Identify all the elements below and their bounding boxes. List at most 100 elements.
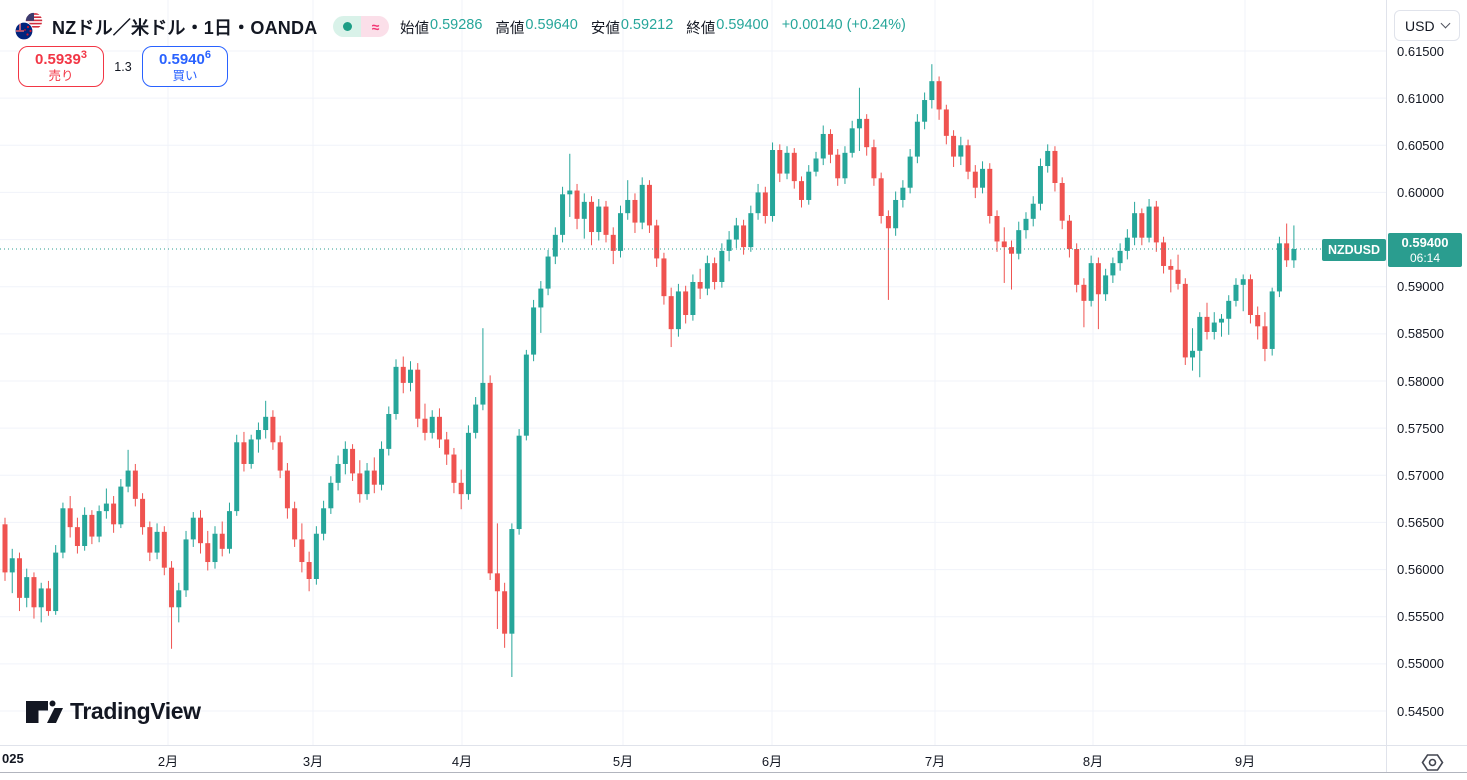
candle-body [400, 366, 406, 383]
market-open-dot-icon [342, 22, 352, 31]
candle-body [639, 184, 645, 223]
candle-body [9, 558, 15, 573]
candle-body [625, 199, 631, 214]
candle-body [1074, 249, 1080, 285]
candle-body [74, 527, 80, 546]
candle-body [581, 201, 587, 219]
bottom-border [0, 772, 1467, 773]
candle-body [1204, 316, 1210, 332]
high-value: 0.59640 [525, 17, 578, 33]
month-tick-label: 3月 [302, 754, 324, 769]
candle-body [277, 442, 283, 471]
candle-body [1255, 315, 1261, 327]
change-value: +0.00140 (+0.24%) [781, 17, 906, 33]
symbol-title[interactable]: NZドル／米ドル・1日・OANDA [52, 17, 318, 38]
candle-body [1153, 206, 1159, 243]
candle-body [842, 152, 848, 179]
candle-body [263, 416, 269, 431]
candle-body [661, 258, 667, 297]
candle-body [755, 192, 761, 214]
candle-body [1103, 275, 1109, 295]
candle-body [1110, 263, 1116, 276]
candle-body [1240, 279, 1246, 285]
candle-body [1262, 326, 1268, 349]
candle-body [531, 307, 537, 355]
candle-body [856, 118, 862, 129]
candle-body [270, 416, 276, 443]
currency-selector[interactable]: USD [1394, 10, 1460, 41]
price-tick-label: 0.54500 [1397, 703, 1444, 719]
candle-body [429, 416, 435, 433]
candle-body [596, 206, 602, 233]
candle-body [675, 291, 681, 330]
candle-body [161, 531, 167, 568]
candle-body [494, 573, 500, 592]
candle-body [646, 184, 652, 226]
high-label: 高値 [495, 21, 525, 37]
nzdusd-flag-icon [14, 12, 43, 41]
candle-body [1095, 263, 1101, 295]
candle-body [31, 577, 37, 608]
spread-value: 1.3 [114, 59, 132, 74]
candle-body [335, 463, 341, 483]
open-value: 0.59286 [430, 17, 483, 33]
price-tick-label: 0.61000 [1397, 90, 1444, 106]
candle-body [45, 588, 51, 612]
candle-body [610, 234, 616, 251]
hexagon-settings-button[interactable] [1420, 752, 1445, 773]
candle-body [328, 482, 334, 509]
candle-body [1030, 203, 1036, 219]
candle-body [980, 168, 986, 188]
candle-body [1088, 263, 1094, 301]
price-tick-label: 0.56500 [1397, 514, 1444, 530]
candle-body [125, 470, 131, 487]
candle-body [132, 470, 138, 499]
candle-body [632, 199, 638, 223]
candle-body [864, 118, 870, 148]
buy-button[interactable]: 0.59406 買い [142, 46, 228, 87]
candle-body [943, 109, 949, 136]
time-axis[interactable]: 025 2月 3月 4月 5月 6月 7月 8月 9月 [0, 746, 1386, 772]
candle-body [523, 354, 529, 436]
candle-body [154, 531, 160, 553]
candle-body [357, 473, 363, 495]
delayed-data-pill[interactable]: ≈ [361, 16, 390, 37]
price-tick-label: 0.60500 [1397, 137, 1444, 153]
candle-body [313, 533, 319, 579]
currency-selected-value: USD [1405, 17, 1435, 34]
candle-body [1008, 247, 1014, 254]
price-tick-label: 0.61500 [1397, 43, 1444, 59]
candle-body [212, 533, 218, 563]
candle-body [248, 439, 254, 464]
candle-body [617, 213, 623, 251]
candle-body [835, 154, 841, 179]
current-price-time: 06:14 [1409, 250, 1441, 265]
candle-body [733, 225, 739, 240]
price-tick-label: 0.57500 [1397, 420, 1444, 436]
candle-body [96, 511, 102, 537]
candle-body [1197, 316, 1203, 351]
candle-body [1211, 322, 1217, 332]
sell-button-label: 売り [48, 68, 74, 83]
sell-button[interactable]: 0.59393 売り [18, 46, 104, 87]
candle-body [190, 517, 196, 540]
market-status-pills[interactable]: ≈ [333, 16, 390, 37]
candle-body [1168, 265, 1174, 270]
price-axis[interactable]: 0.615000.610000.605000.600000.595000.590… [1386, 0, 1467, 745]
candle-body [1175, 269, 1181, 284]
candle-body [827, 133, 833, 155]
tradingview-logo[interactable]: TradingView [25, 697, 201, 726]
candle-body [567, 190, 573, 195]
candle-body [545, 256, 551, 289]
low-value: 0.59212 [620, 17, 674, 33]
candle-body [1284, 243, 1290, 261]
candle-body [1023, 218, 1029, 231]
market-open-pill[interactable] [333, 16, 362, 37]
candle-body [458, 482, 464, 495]
candle-body [813, 158, 819, 172]
candle-body [292, 508, 298, 540]
candle-body [987, 168, 993, 216]
candle-body [284, 470, 290, 509]
